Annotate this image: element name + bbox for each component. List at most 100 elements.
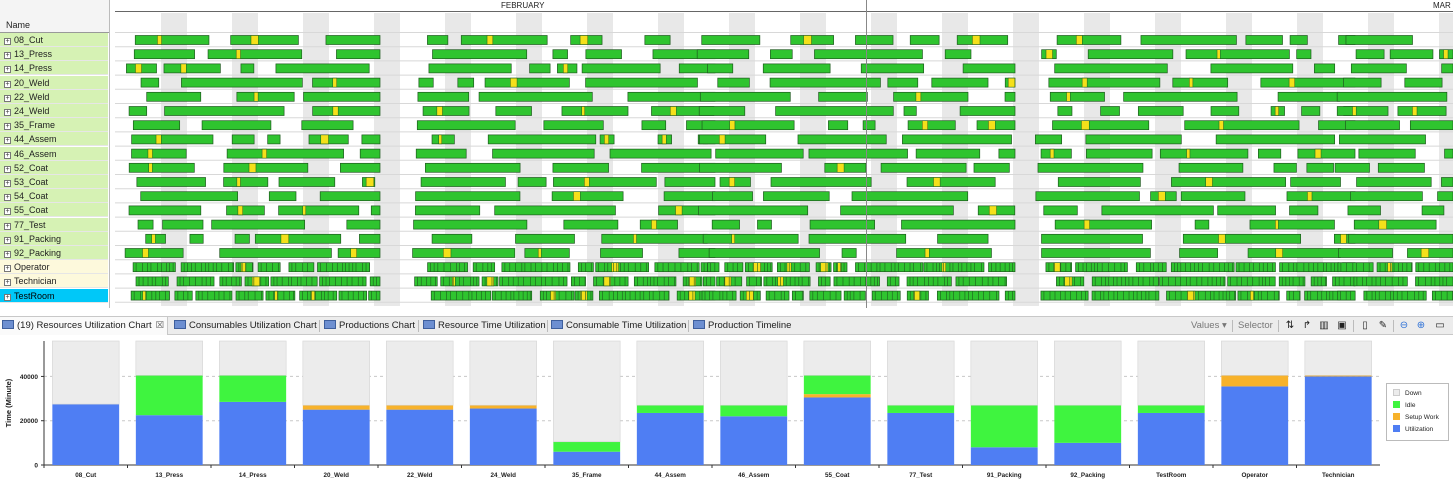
task-bar: [715, 148, 804, 159]
task-bar: [140, 77, 160, 88]
expand-icon[interactable]: +: [4, 165, 11, 173]
setup-segment: [1205, 177, 1213, 187]
expand-icon[interactable]: +: [4, 251, 11, 258]
task-bar: [370, 205, 381, 216]
expand-icon[interactable]: +: [4, 94, 11, 102]
zoom-out-icon[interactable]: ⊖: [1399, 320, 1409, 331]
task-bar: [1441, 177, 1453, 187]
task-bar: [413, 219, 528, 230]
selector-button[interactable]: Selector: [1238, 320, 1273, 331]
values-dropdown[interactable]: Values ▾: [1191, 320, 1227, 331]
tab-resource-time-utilization[interactable]: Resource Time Utilization: [421, 317, 546, 335]
setup-segment: [728, 177, 735, 187]
task-bar: [1350, 63, 1407, 74]
task-bar: [319, 191, 381, 202]
close-icon[interactable]: ☒: [155, 320, 165, 331]
export-icon[interactable]: ▣: [1337, 320, 1347, 331]
resource-row[interactable]: +53_Coat: [0, 175, 108, 189]
task-bar: [871, 290, 901, 301]
expand-icon[interactable]: +: [4, 123, 11, 131]
expand-icon[interactable]: +: [4, 265, 11, 273]
tab-production-timeline[interactable]: Production Timeline: [691, 317, 791, 335]
task-bar: [563, 219, 619, 230]
expand-icon[interactable]: +: [4, 137, 11, 145]
tab-consumable-time-utilization[interactable]: Consumable Time Utilization: [549, 317, 686, 335]
task-bar: [1277, 91, 1340, 102]
bar-segment-down: [970, 340, 1038, 406]
task-bar: [770, 177, 872, 187]
setup-segment: [1274, 106, 1279, 116]
expand-icon[interactable]: +: [4, 293, 11, 301]
resource-row[interactable]: +08_Cut: [0, 33, 108, 47]
bar-segment-utilization: [219, 401, 287, 465]
resource-row[interactable]: +20_Weld: [0, 75, 108, 90]
resource-row[interactable]: +44_Assem: [0, 132, 108, 147]
task-bar: [855, 262, 924, 273]
document-icon[interactable]: ▯: [1362, 320, 1368, 331]
resource-label: 46_Assem: [14, 148, 57, 159]
x-tick-label: 92_Packing: [1070, 472, 1105, 479]
expand-icon[interactable]: +: [4, 38, 11, 45]
task-bar: [553, 177, 657, 187]
tab-resources-utilization-chart[interactable]: (19) Resources Utilization Chart ☒: [0, 317, 168, 335]
resource-row[interactable]: +52_Coat: [0, 160, 108, 175]
expand-icon[interactable]: +: [4, 236, 11, 244]
expand-icon[interactable]: +: [4, 208, 11, 216]
setup-segment: [753, 262, 762, 272]
expand-icon[interactable]: +: [4, 52, 11, 60]
task-bar: [664, 177, 716, 187]
resource-row[interactable]: +13_Press: [0, 47, 108, 62]
edit-icon[interactable]: ✎: [1378, 320, 1388, 331]
setup-segment: [988, 205, 997, 216]
name-column-header[interactable]: Name: [0, 0, 109, 33]
expand-icon[interactable]: +: [4, 222, 11, 230]
task-bar: [1377, 162, 1425, 173]
task-bar: [494, 205, 616, 216]
task-bar: [219, 248, 332, 258]
setup-segment: [1158, 191, 1166, 201]
zoom-in-icon[interactable]: ⊕: [1416, 320, 1426, 331]
resource-row[interactable]: +24_Weld: [0, 104, 108, 118]
expand-icon[interactable]: +: [4, 279, 11, 287]
resource-row[interactable]: + TestRoom: [0, 288, 108, 303]
expand-icon[interactable]: +: [4, 109, 11, 116]
expand-icon[interactable]: +: [4, 151, 11, 159]
task-bar: [855, 35, 894, 45]
resource-row[interactable]: +22_Weld: [0, 89, 108, 104]
gantt-bars[interactable]: [115, 0, 1453, 308]
sort-icon[interactable]: ⇅: [1285, 320, 1295, 331]
resource-row[interactable]: +91_Packing: [0, 231, 108, 246]
expand-icon[interactable]: +: [4, 80, 11, 88]
expand-icon[interactable]: +: [4, 194, 11, 202]
resource-row[interactable]: +55_Coat: [0, 203, 108, 218]
task-bar: [1345, 120, 1400, 131]
resource-row[interactable]: +14_Press: [0, 61, 108, 76]
resource-row[interactable]: + Technician: [0, 274, 108, 289]
resource-row[interactable]: +54_Coat: [0, 189, 108, 204]
tab-consumables-utilization-chart[interactable]: Consumables Utilization Chart: [172, 317, 317, 335]
resource-row[interactable]: + Operator: [0, 260, 108, 275]
task-bar: [236, 91, 295, 102]
expand-icon[interactable]: +: [4, 66, 11, 74]
task-bar: [226, 205, 265, 216]
task-bar: [1314, 63, 1336, 74]
minimize-icon[interactable]: ▭: [1435, 320, 1445, 331]
tab-productions-chart[interactable]: Productions Chart: [322, 317, 415, 335]
task-bar: [1052, 120, 1150, 131]
resource-label: 20_Weld: [14, 77, 50, 88]
setup-segment: [573, 191, 581, 201]
bar-chart-icon[interactable]: ▥: [1319, 320, 1329, 331]
resource-row[interactable]: +77_Test: [0, 217, 108, 232]
task-bar: [561, 106, 629, 116]
resource-row[interactable]: +46_Assem: [0, 146, 108, 161]
y-tick-label: 20000: [20, 418, 38, 425]
x-tick-label: 44_Assem: [655, 472, 687, 479]
resource-row[interactable]: +92_Packing: [0, 246, 108, 260]
resource-label: 77_Test: [14, 219, 46, 230]
expand-icon[interactable]: +: [4, 180, 11, 187]
arrow-turn-icon[interactable]: ↱: [1302, 320, 1312, 331]
setup-segment: [1189, 77, 1194, 88]
setup-segment: [1412, 106, 1418, 116]
resource-row[interactable]: +35_Frame: [0, 118, 108, 133]
gantt-timeline[interactable]: FEBRUARY MAR: [115, 0, 1453, 308]
